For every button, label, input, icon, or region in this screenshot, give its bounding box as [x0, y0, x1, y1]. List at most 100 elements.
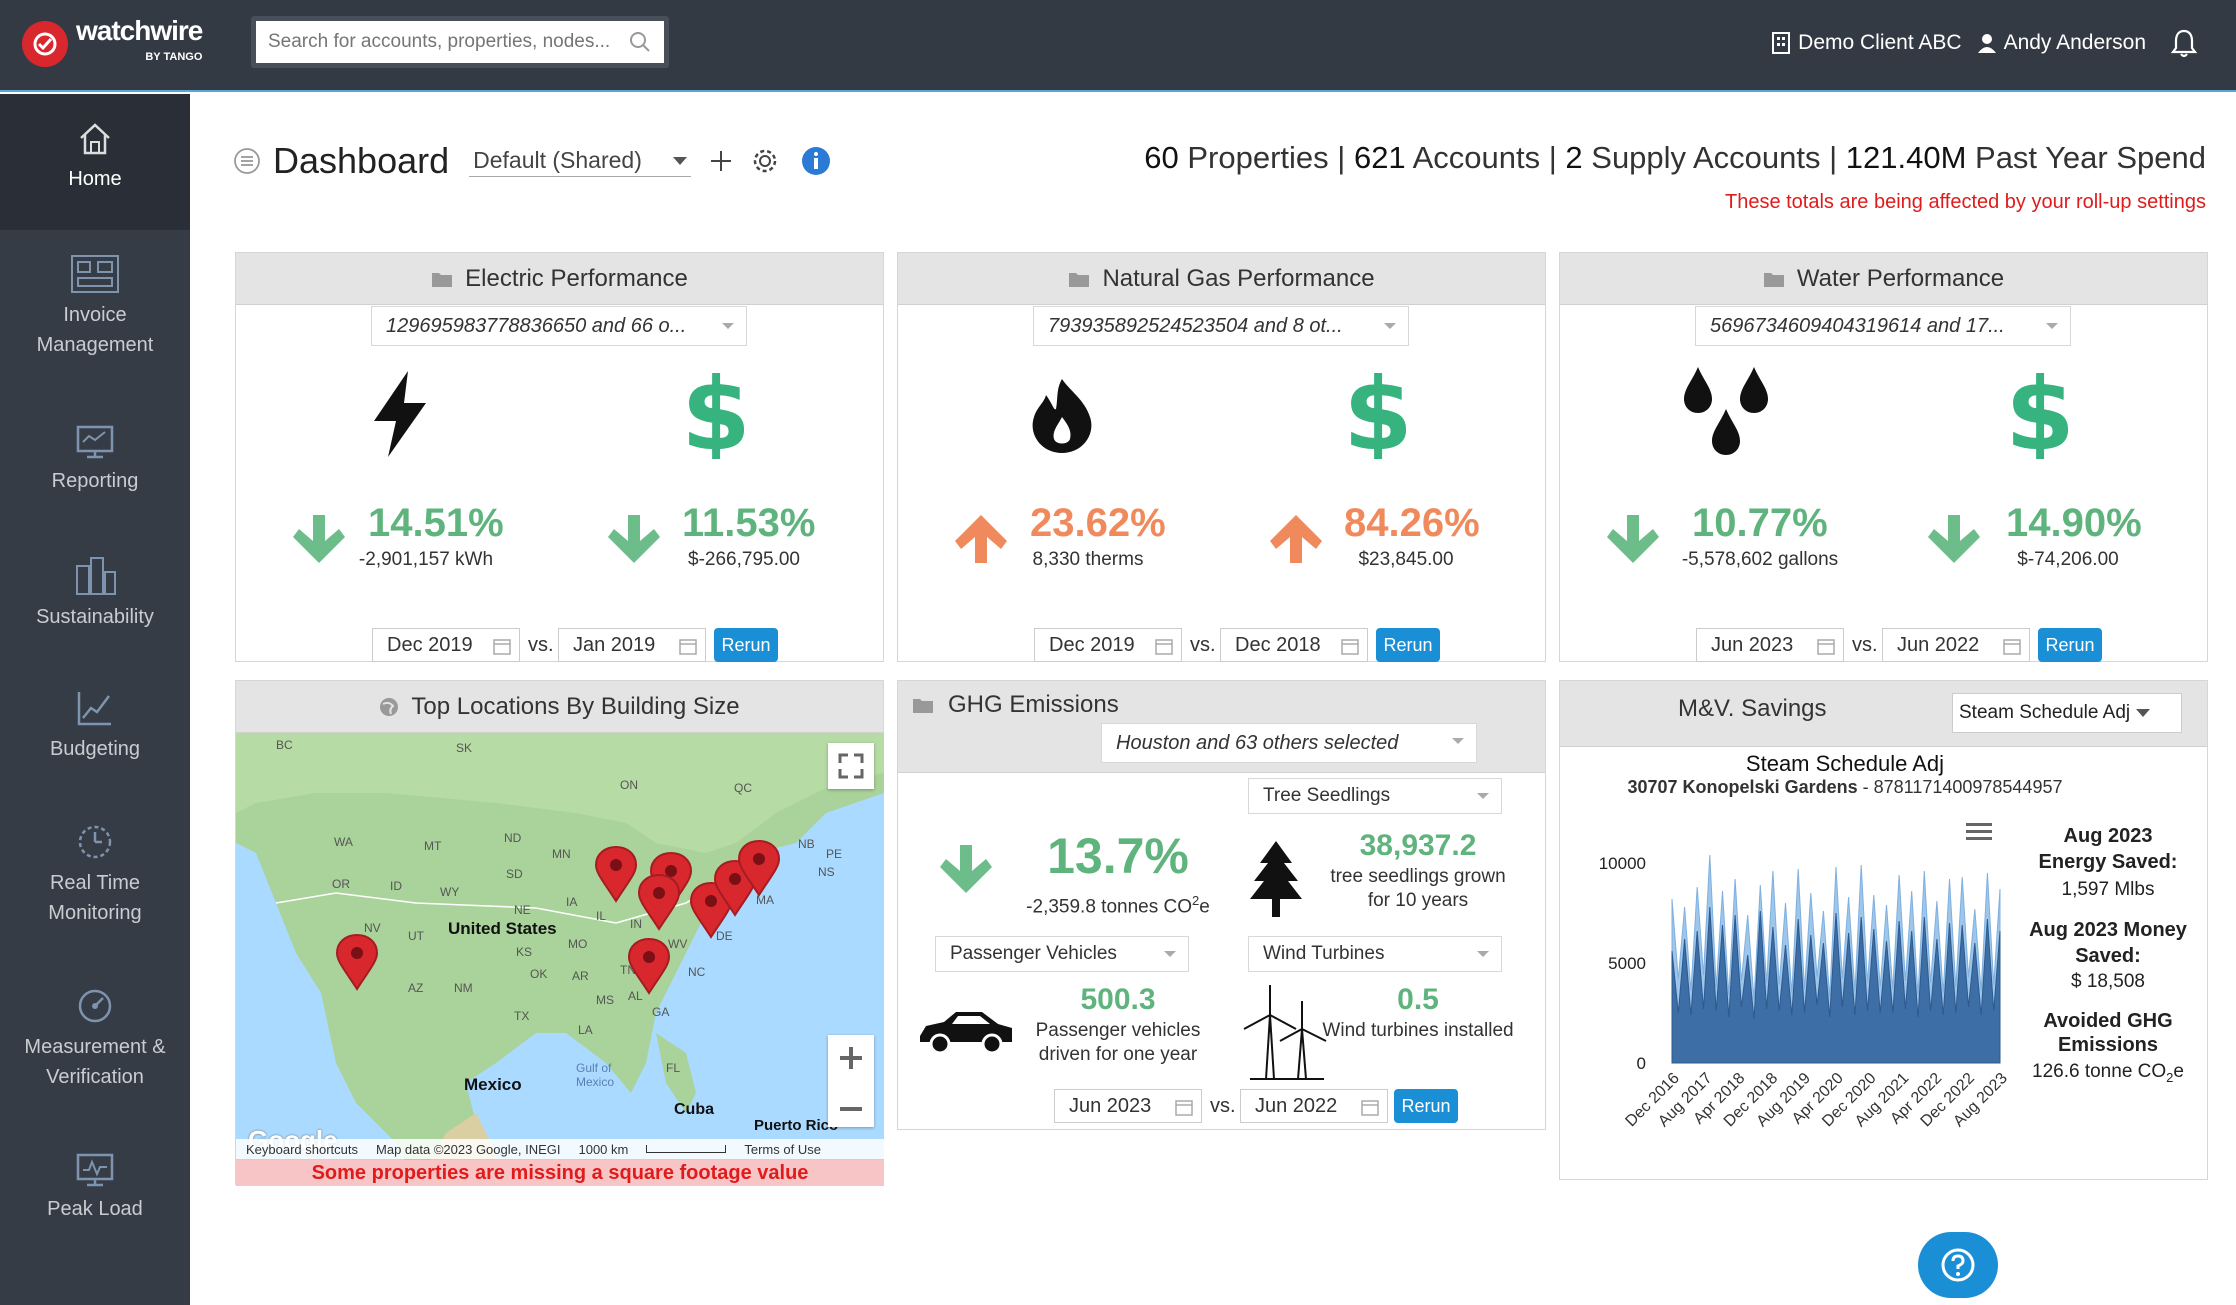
map-pin-icon[interactable] — [626, 937, 672, 995]
zoom-out-icon[interactable] — [828, 1086, 874, 1132]
keyboard-shortcuts-link[interactable]: Keyboard shortcuts — [246, 1141, 359, 1157]
properties-label: Properties — [1187, 140, 1329, 175]
client-selector[interactable]: Demo Client ABC — [1772, 31, 1962, 55]
gas-account-select[interactable]: 793935892524523504 and 8 ot... — [1033, 306, 1409, 346]
gas-date-from[interactable]: Dec 2019 — [1034, 628, 1182, 662]
folder-icon — [913, 699, 933, 713]
turbine-equivalent-select[interactable]: Wind Turbines — [1248, 936, 1502, 972]
sidebar-item-label: Reporting — [51, 470, 139, 492]
map-label: LA — [578, 1023, 593, 1037]
map-label: WA — [334, 835, 353, 849]
water-usage-value: -5,578,602 gallons — [1681, 549, 1839, 570]
vs-label: vs. — [1210, 1095, 1236, 1117]
series-area[interactable] — [1671, 906, 2001, 1064]
folder-icon — [1763, 272, 1784, 287]
user-menu[interactable]: Andy Anderson — [1977, 31, 2146, 55]
card-header[interactable]: Natural Gas Performance — [898, 253, 1545, 305]
sidebar-item-invoice-management[interactable]: Invoice Management — [0, 254, 190, 360]
electric-account-select[interactable]: 129695983778836650 and 66 o... — [371, 306, 747, 346]
notifications-button[interactable] — [2170, 28, 2206, 58]
select-value: Houston and 63 others selected — [1116, 731, 1399, 754]
map-pin-icon[interactable] — [736, 839, 782, 897]
fullscreen-button[interactable] — [828, 743, 874, 789]
map-pin-icon[interactable] — [688, 881, 734, 939]
electric-rerun-button[interactable]: Rerun — [714, 628, 778, 662]
sidebar-item-reporting[interactable]: Reporting — [0, 424, 190, 496]
y-tick-label: 5000 — [1608, 954, 1646, 973]
info-icon[interactable] — [801, 146, 831, 176]
ghg-rerun-button[interactable]: Rerun — [1394, 1089, 1458, 1123]
terms-link[interactable]: Terms of Use — [744, 1141, 821, 1157]
vehicle-equivalent-select[interactable]: Passenger Vehicles — [935, 936, 1189, 972]
card-header[interactable]: GHG Emissions Houston and 63 others sele… — [898, 681, 1545, 773]
help-button[interactable] — [1918, 1232, 1998, 1298]
date-value: Dec 2018 — [1235, 633, 1321, 656]
sidebar-item-sustainability[interactable]: Sustainability — [0, 556, 190, 632]
sidebar-item-measurement-verification[interactable]: Measurement & Verification — [0, 986, 190, 1092]
caret-down-icon — [673, 156, 688, 165]
card-title-wrap: GHG Emissions — [912, 691, 1119, 719]
search-input[interactable] — [256, 21, 616, 63]
map-label: NB — [798, 837, 815, 851]
scale-text: 1000 km — [578, 1141, 629, 1157]
sidebar-item-home[interactable]: Home — [0, 94, 190, 230]
water-account-select[interactable]: 5696734609404319614 and 17... — [1695, 306, 2071, 346]
mv-chart-subtitle: 30707 Konopelski Gardens - 8781171400978… — [1560, 777, 2210, 798]
water-date-to[interactable]: Jun 2022 — [1882, 628, 2030, 662]
sidebar-item-peak-load[interactable]: Peak Load — [0, 1152, 190, 1224]
electric-date-to[interactable]: Jan 2019 — [558, 628, 706, 662]
sidebar-item-budgeting[interactable]: Budgeting — [0, 688, 190, 764]
dollar-icon: $ — [686, 363, 746, 459]
sidebar-item-real-time-monitoring[interactable]: Real Time Monitoring — [0, 822, 190, 928]
brand-sub: BY TANGO — [145, 51, 203, 63]
sidebar-item-label: Real Time Monitoring — [48, 872, 142, 924]
gas-date-to[interactable]: Dec 2018 — [1220, 628, 1368, 662]
ghg-date-to[interactable]: Jun 2022 — [1240, 1089, 1388, 1123]
map-label: KS — [516, 945, 533, 959]
card-header[interactable]: Top Locations By Building Size — [236, 681, 883, 733]
card-header[interactable]: Water Performance — [1560, 253, 2207, 305]
add-dashboard-icon[interactable] — [709, 149, 733, 173]
missing-footage-warning: Some properties are missing a square foo… — [236, 1160, 884, 1186]
card-header[interactable]: Electric Performance — [236, 253, 883, 305]
building-icon — [1772, 32, 1791, 54]
map-pin-icon[interactable] — [593, 845, 639, 903]
gas-rerun-button[interactable]: Rerun — [1376, 628, 1440, 662]
dashboard-view-select[interactable]: Default (Shared) — [469, 145, 692, 177]
water-rerun-button[interactable]: Rerun — [2038, 628, 2102, 662]
y-tick-label: 0 — [1637, 1054, 1646, 1073]
card-header[interactable]: M&V. Savings Steam Schedule Adj — [1560, 681, 2207, 747]
map-pin-icon[interactable] — [636, 873, 682, 931]
select-value: 129695983778836650 and 66 o... — [386, 314, 687, 337]
ghg-label-line1: Avoided GHG — [2043, 1010, 2173, 1032]
map-pin-icon[interactable] — [334, 933, 380, 991]
collapse-menu-icon[interactable] — [233, 147, 261, 175]
ghg-location-select[interactable]: Houston and 63 others selected — [1101, 723, 1477, 763]
brand-name: watchwire BY TANGO — [76, 17, 203, 70]
brand-logo[interactable]: watchwire BY TANGO — [22, 17, 203, 70]
sidebar-item-label: Budgeting — [49, 738, 141, 760]
water-date-from[interactable]: Jun 2023 — [1696, 628, 1844, 662]
electric-date-from[interactable]: Dec 2019 — [372, 628, 520, 662]
map-label: IN — [630, 917, 642, 931]
locations-map[interactable]: BC SK ON QC WA MT ND MN OR ID SD WY NE I… — [236, 733, 884, 1185]
calendar-icon — [2003, 639, 2021, 655]
date-value: Jun 2022 — [1897, 633, 1980, 656]
map-label: ID — [390, 879, 402, 893]
ghg-date-from[interactable]: Jun 2023 — [1054, 1089, 1202, 1123]
sidebar-item-label: Home — [68, 168, 122, 190]
zoom-in-icon[interactable] — [828, 1035, 874, 1081]
search-icon[interactable] — [628, 30, 652, 54]
chart-menu-icon[interactable] — [1966, 821, 1992, 843]
electric-performance-card: Electric Performance 129695983778836650 … — [235, 252, 884, 662]
mv-measure-select[interactable]: Steam Schedule Adj — [1952, 693, 2182, 733]
map-label: TX — [514, 1009, 530, 1023]
tree-equivalent-select[interactable]: Tree Seedlings — [1248, 778, 1502, 814]
arrow-down-icon — [608, 515, 660, 563]
gear-icon[interactable] — [751, 147, 779, 175]
top-right-menu: Demo Client ABC Andy Anderson — [1756, 28, 2206, 58]
dashboard-view-value: Default (Shared) — [473, 147, 642, 173]
select-value: Steam Schedule Adj — [1959, 702, 2131, 723]
